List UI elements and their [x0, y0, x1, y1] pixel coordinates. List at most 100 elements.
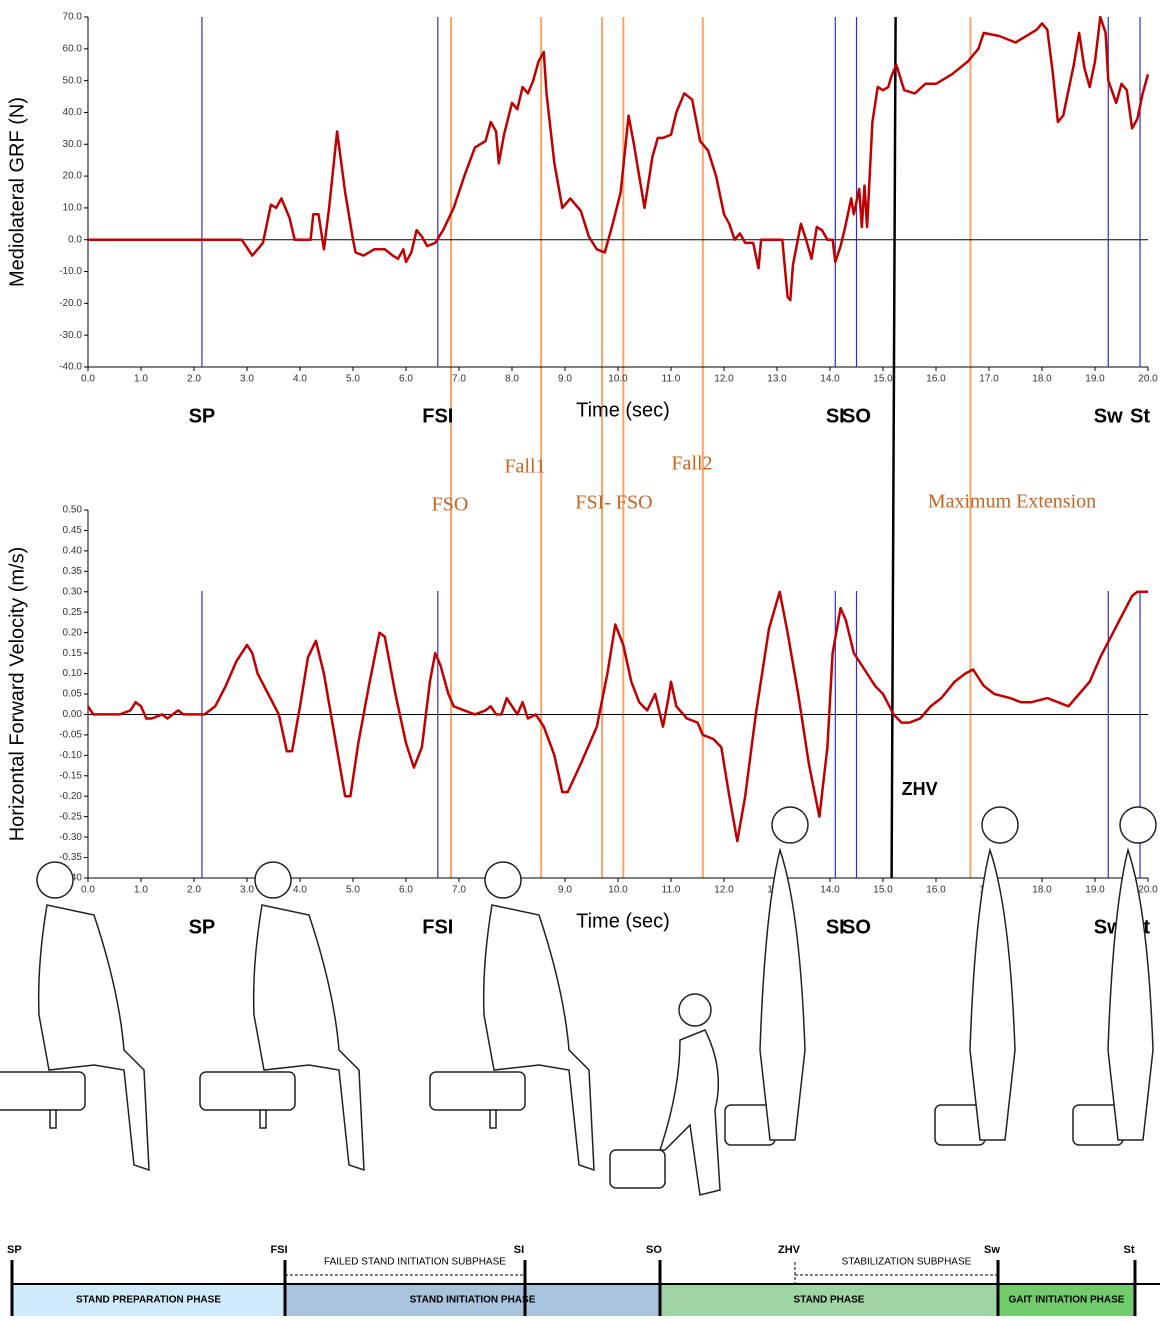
- x-tick-label: 0.0: [81, 374, 95, 385]
- event-label: SI: [826, 405, 845, 427]
- event-label: SO: [842, 916, 871, 938]
- y-tick-label: 0.0: [68, 234, 82, 245]
- x-tick-label: 10.0: [608, 374, 628, 385]
- head: [484, 861, 522, 899]
- y-tick-label: 0.40: [63, 546, 83, 557]
- y-tick-label: -0.35: [59, 852, 82, 863]
- y-tick-label: 40.0: [63, 107, 83, 118]
- body: [658, 1029, 721, 1196]
- x-tick-label: 0.0: [81, 885, 95, 896]
- x-tick-label: 8.0: [505, 374, 519, 385]
- y-tick-label: 0.00: [63, 709, 83, 720]
- timeline-marker-label: SI: [514, 1244, 524, 1256]
- y-tick-label: 0.05: [63, 689, 83, 700]
- phase-label: GAIT INITIATION PHASE: [1009, 1295, 1125, 1306]
- x-tick-label: 6.0: [399, 885, 413, 896]
- head: [36, 861, 74, 899]
- figures: [0, 806, 1157, 1196]
- couch-leg: [489, 1109, 497, 1129]
- timeline-marker-label: ZHV: [778, 1244, 801, 1256]
- annotation-label: FSO: [432, 494, 469, 516]
- x-tick-label: 7.0: [452, 374, 466, 385]
- event-label: St: [1130, 405, 1150, 427]
- timeline-marker-label: SO: [646, 1244, 662, 1256]
- x-tick-label: 4.0: [293, 885, 307, 896]
- body: [482, 904, 595, 1172]
- x-tick-label: 16.0: [926, 885, 946, 896]
- y-tick-label: -0.10: [59, 750, 82, 761]
- x-axis-label: Time (sec): [576, 399, 670, 421]
- y-tick-label: -40.0: [59, 362, 82, 373]
- head: [981, 806, 1019, 844]
- head: [771, 806, 809, 844]
- head: [1119, 806, 1157, 844]
- x-axis-label: Time (sec): [576, 910, 670, 932]
- x-tick-label: 9.0: [558, 885, 572, 896]
- x-tick-label: 1.0: [134, 374, 148, 385]
- y-tick-label: 0.30: [63, 586, 83, 597]
- event-label: SP: [189, 405, 216, 427]
- annotation-label: Fall1: [504, 456, 545, 478]
- phase: [998, 1284, 1135, 1316]
- y-tick-label: -0.05: [59, 730, 82, 741]
- subphase-label: FAILED STAND INITIATION SUBPHASE: [324, 1257, 506, 1268]
- x-tick-label: 19.0: [1085, 885, 1105, 896]
- x-tick-label: 20.0: [1138, 885, 1158, 896]
- y-tick-label: 30.0: [63, 139, 83, 150]
- x-tick-label: 6.0: [399, 374, 413, 385]
- x-tick-label: 10.0: [608, 885, 628, 896]
- y-tick-label: -0.20: [59, 791, 82, 802]
- body: [37, 904, 150, 1172]
- y-tick-label: -0.15: [59, 770, 82, 781]
- x-tick-label: 19.0: [1085, 374, 1105, 385]
- annotation-label: Maximum Extension: [928, 491, 1096, 513]
- phase-label: STAND PREPARATION PHASE: [76, 1295, 221, 1306]
- head: [678, 993, 712, 1027]
- y-axis-label: Mediolateral GRF (N): [6, 97, 28, 287]
- x-tick-label: 18.0: [1032, 885, 1052, 896]
- timeline-marker-label: FSI: [270, 1244, 287, 1256]
- timeline-marker-label: SP: [7, 1244, 22, 1256]
- y-tick-label: 0.10: [63, 668, 83, 679]
- couch-leg: [49, 1109, 57, 1129]
- timeline-marker-label: Sw: [984, 1244, 1000, 1256]
- y-tick-label: 0.45: [63, 525, 83, 536]
- x-tick-label: 12.0: [714, 885, 734, 896]
- phase-label: STAND INITIATION PHASE: [410, 1295, 536, 1306]
- head: [254, 861, 292, 899]
- x-tick-label: 14.0: [820, 885, 840, 896]
- y-tick-label: -0.30: [59, 832, 82, 843]
- data-line: [86, 590, 1148, 843]
- event-label: FSI: [422, 916, 453, 938]
- x-tick-label: 18.0: [1032, 374, 1052, 385]
- couch: [0, 1071, 86, 1111]
- phase: [660, 1284, 998, 1316]
- x-tick-label: 15.0: [873, 885, 893, 896]
- event-label: SO: [842, 405, 871, 427]
- annotation-label: FSI- FSO: [575, 492, 652, 514]
- y-tick-label: 70.0: [63, 12, 83, 23]
- y-tick-label: 10.0: [63, 203, 83, 214]
- y-tick-label: 20.0: [63, 171, 83, 182]
- x-tick-label: 3.0: [240, 374, 254, 385]
- y-tick-label: 50.0: [63, 75, 83, 86]
- body: [1107, 847, 1154, 1141]
- couch: [609, 1149, 666, 1189]
- x-tick-label: 13.0: [767, 374, 787, 385]
- y-tick-label: 60.0: [63, 43, 83, 54]
- event-label: FSI: [422, 405, 453, 427]
- y-tick-label: 0.20: [63, 627, 83, 638]
- x-tick-label: 3.0: [240, 885, 254, 896]
- couch: [429, 1071, 526, 1111]
- event-label: Sw: [1094, 405, 1123, 427]
- subphase-label: STABILIZATION SUBPHASE: [842, 1257, 972, 1268]
- x-tick-label: 4.0: [293, 374, 307, 385]
- zhv-line: [890, 16, 897, 879]
- x-tick-label: 16.0: [926, 374, 946, 385]
- event-label: SI: [826, 916, 845, 938]
- y-tick-label: 0.50: [63, 505, 83, 516]
- body: [759, 847, 806, 1141]
- x-tick-label: 2.0: [187, 374, 201, 385]
- x-tick-label: 15.0: [873, 374, 893, 385]
